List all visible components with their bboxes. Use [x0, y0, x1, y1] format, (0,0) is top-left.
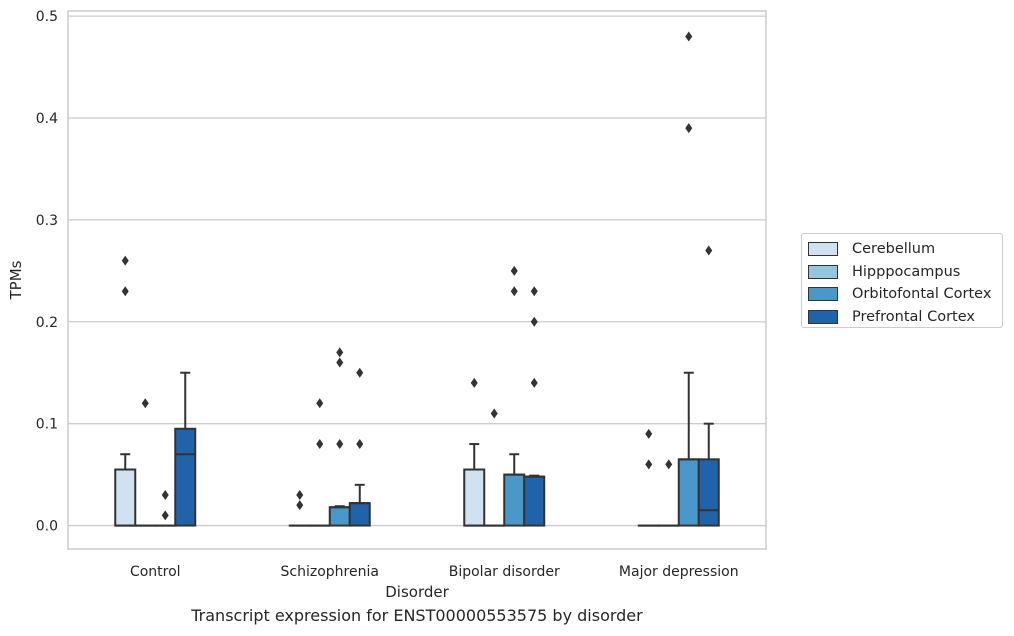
- box-body: [174, 427, 197, 527]
- box-orbitofontal-cortex: [154, 489, 177, 527]
- x-tick-label: Schizophrenia: [281, 564, 379, 580]
- outlier-point: [530, 316, 538, 327]
- legend-swatch-cerebellum: [808, 242, 838, 257]
- outlier-point: [530, 377, 538, 388]
- outlier-point: [490, 408, 498, 419]
- outlier-point: [336, 347, 344, 358]
- outlier-point: [645, 459, 653, 470]
- box-prefrontal-cortex: [174, 371, 197, 527]
- box-body: [328, 506, 351, 527]
- x-tick-labels: Control Schizophrenia Bipolar disorder Majo…: [130, 564, 739, 580]
- legend-label: Prefrontal Cortex: [852, 308, 975, 325]
- outlier-point: [470, 377, 478, 388]
- outlier-point: [121, 286, 129, 297]
- box-prefrontal-cortex: [348, 367, 371, 527]
- legend: Cerebellum Hipppocampus Orbitofontal Cor…: [801, 233, 1003, 328]
- box-body: [503, 473, 526, 527]
- y-tick-label: 0.3: [36, 213, 58, 229]
- legend-swatch-prefrontal-cortex: [808, 309, 838, 324]
- legend-item-orbitofrontal-cortex: Orbitofontal Cortex: [808, 283, 1002, 306]
- y-tick-label: 0.5: [36, 9, 58, 25]
- box-body: [697, 458, 720, 527]
- box-prefrontal-cortex: [523, 286, 546, 527]
- outlier-point: [161, 489, 169, 500]
- figure-caption: Transcript expression for ENST0000055357…: [191, 606, 643, 625]
- legend-swatch-orbitofrontal-cortex: [808, 287, 838, 302]
- y-tick-label: 0.0: [36, 519, 58, 535]
- y-tick-label: 0.1: [36, 417, 58, 433]
- outlier-point: [336, 439, 344, 450]
- outlier-point: [356, 439, 364, 450]
- legend-item-cerebellum: Cerebellum: [808, 238, 1002, 261]
- box-cerebellum: [114, 255, 137, 527]
- box-body: [114, 468, 137, 527]
- outlier-point: [645, 428, 653, 439]
- x-axis-label: Disorder: [385, 583, 449, 601]
- x-tick-label: Control: [130, 564, 181, 580]
- outlier-point: [336, 357, 344, 368]
- y-tick-labels: 0.0 0.1 0.2 0.3 0.4 0.5: [36, 9, 58, 534]
- box-orbitofontal-cortex: [677, 31, 700, 527]
- outlier-point: [316, 439, 324, 450]
- legend-label: Orbitofontal Cortex: [852, 286, 992, 303]
- x-tick-label: Bipolar disorder: [449, 564, 560, 580]
- box-plots: [114, 31, 720, 527]
- outlier-point: [530, 286, 538, 297]
- legend-swatch-hippocampus: [808, 264, 838, 279]
- legend-item-prefrontal-cortex: Prefrontal Cortex: [808, 306, 1002, 329]
- outlier-point: [685, 123, 693, 134]
- legend-label: Hipppocampus: [852, 263, 961, 280]
- legend-item-hippocampus: Hipppocampus: [808, 261, 1002, 284]
- outlier-point: [161, 510, 169, 521]
- y-tick-label: 0.2: [36, 315, 58, 331]
- outlier-point: [356, 367, 364, 378]
- box-body: [523, 475, 546, 527]
- outlier-point: [316, 398, 324, 409]
- box-orbitofontal-cortex: [328, 347, 351, 527]
- box-prefrontal-cortex: [697, 245, 720, 527]
- y-axis-label: TPMs: [7, 260, 25, 300]
- outlier-point: [121, 255, 129, 266]
- box-body: [677, 458, 700, 527]
- box-cerebellum: [463, 377, 486, 527]
- legend-label: Cerebellum: [852, 241, 936, 258]
- outlier-point: [705, 245, 713, 256]
- box-cerebellum: [637, 428, 660, 527]
- outlier-point: [141, 398, 149, 409]
- outlier-point: [665, 459, 673, 470]
- outlier-point: [510, 265, 518, 276]
- outlier-point: [296, 500, 304, 511]
- box-body: [348, 502, 371, 527]
- plot-area: [67, 10, 767, 550]
- outlier-point: [685, 31, 693, 42]
- outlier-point: [296, 489, 304, 500]
- x-tick-label: Major depression: [619, 564, 739, 580]
- outlier-point: [510, 286, 518, 297]
- y-tick-label: 0.4: [36, 111, 58, 127]
- box-body: [463, 468, 486, 527]
